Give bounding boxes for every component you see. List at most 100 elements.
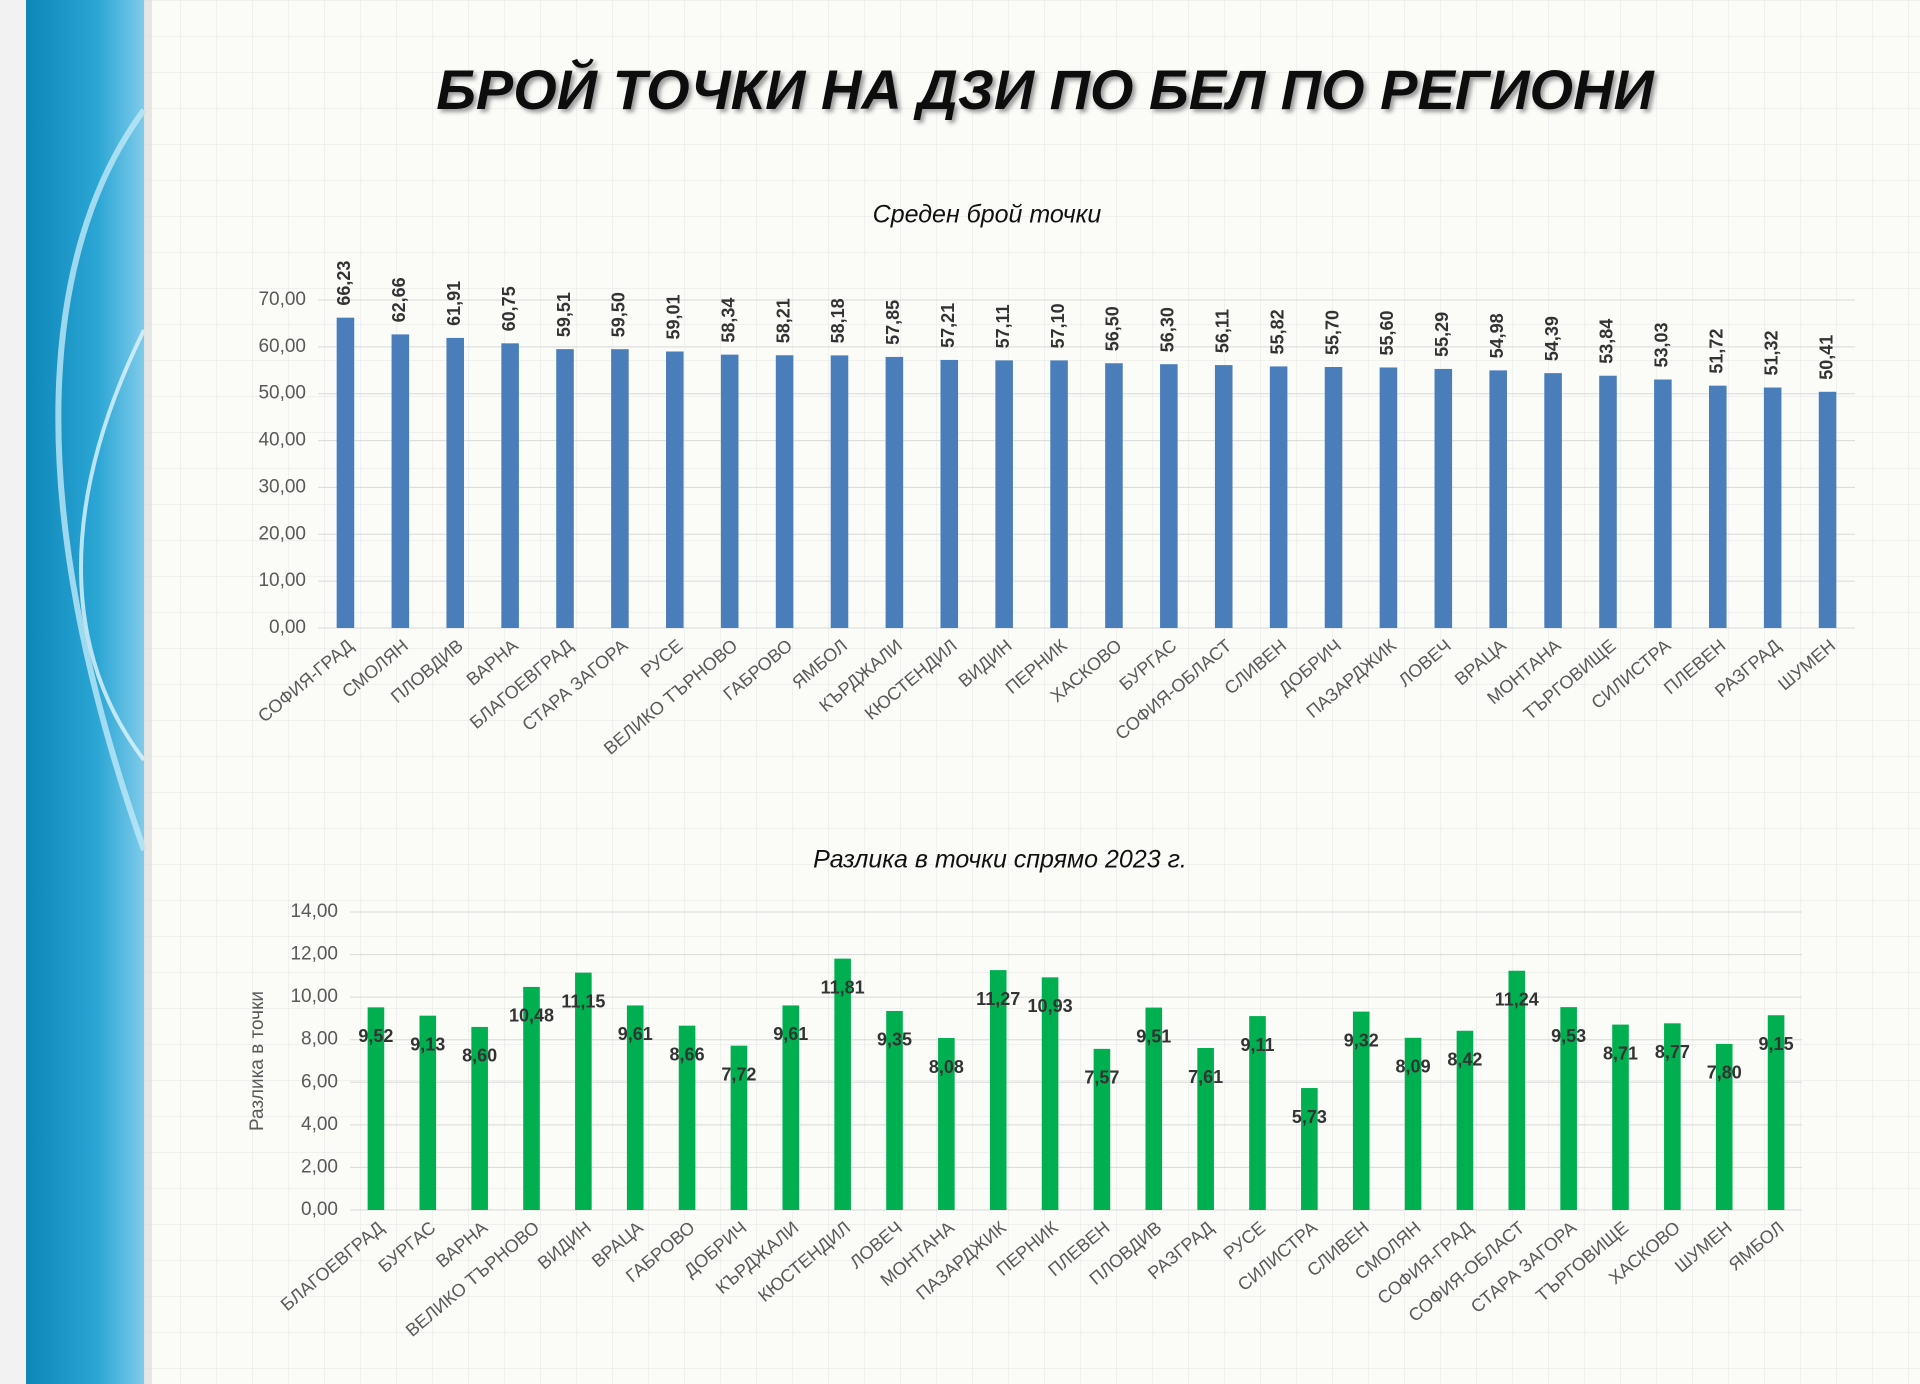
- bar: [367, 1007, 385, 1210]
- data-label: 59,01: [664, 294, 684, 339]
- bar: [1214, 365, 1233, 628]
- data-label: 10,48: [509, 1006, 554, 1026]
- bar: [775, 355, 794, 628]
- data-label: 53,03: [1652, 322, 1672, 367]
- bar: [938, 1038, 955, 1210]
- data-label: 11,81: [821, 977, 865, 997]
- data-label: 9,53: [1551, 1026, 1586, 1046]
- y-tick-label: 20,00: [258, 523, 306, 544]
- bar: [1379, 367, 1398, 628]
- bar: [1664, 1023, 1681, 1210]
- bar: [1352, 1011, 1370, 1210]
- bar: [1508, 970, 1526, 1210]
- data-label: 56,11: [1212, 309, 1232, 353]
- bar: [1145, 1007, 1163, 1210]
- data-label: 55,29: [1432, 312, 1452, 357]
- data-label: 54,98: [1487, 313, 1507, 358]
- bar: [886, 1010, 903, 1210]
- data-label: 59,51: [554, 292, 574, 337]
- y-tick-label: 40,00: [258, 430, 306, 451]
- bar: [611, 349, 629, 628]
- decor-curve: [55, 108, 147, 852]
- bar: [1324, 367, 1343, 628]
- bar: [391, 334, 410, 628]
- y-tick-label: 60,00: [258, 336, 306, 357]
- y-tick-label: 4,00: [301, 1114, 338, 1135]
- data-label: 9,61: [618, 1024, 653, 1044]
- data-label: 7,72: [721, 1064, 756, 1084]
- bar: [446, 337, 465, 628]
- data-label: 9,13: [410, 1034, 445, 1054]
- bar: [834, 958, 851, 1210]
- bar: [940, 359, 959, 628]
- data-label: 56,50: [1103, 306, 1123, 351]
- data-label: 55,70: [1322, 310, 1342, 355]
- side-band: [26, 0, 144, 1384]
- y-tick-label: 8,00: [301, 1029, 338, 1050]
- data-label: 61,91: [444, 281, 464, 326]
- bar: [730, 1045, 748, 1210]
- data-label: 8,77: [1655, 1042, 1690, 1062]
- y-tick-label: 30,00: [258, 476, 306, 497]
- bar: [1560, 1007, 1577, 1210]
- data-label: 11,24: [1495, 989, 1539, 1009]
- y-tick-label: 14,00: [290, 901, 338, 922]
- bar: [1456, 1030, 1474, 1210]
- y-tick-label: 12,00: [290, 944, 338, 965]
- y-tick-label: 0,00: [269, 617, 306, 638]
- page-title: БРОЙ ТОЧКИ НА ДЗИ ПО БЕЛ ПО РЕГИОНИ: [436, 58, 1655, 121]
- bar: [1249, 1016, 1266, 1210]
- data-label: 55,82: [1267, 309, 1287, 354]
- bar: [1612, 1024, 1629, 1210]
- data-label: 55,60: [1377, 310, 1397, 355]
- data-label: 57,10: [1048, 303, 1068, 348]
- data-label: 62,66: [389, 277, 409, 322]
- bar: [1818, 391, 1837, 628]
- data-label: 57,85: [883, 300, 903, 345]
- bar: [782, 1005, 800, 1210]
- side-shadow: [144, 0, 152, 1384]
- data-label: 8,60: [462, 1046, 497, 1066]
- bar: [1489, 370, 1507, 628]
- bar: [1654, 379, 1672, 628]
- data-label: 9,35: [877, 1030, 912, 1050]
- data-label: 50,41: [1816, 335, 1836, 380]
- data-label: 53,84: [1597, 319, 1617, 364]
- margin: [0, 0, 26, 1384]
- bar: [1434, 368, 1453, 628]
- data-label: 11,15: [561, 991, 605, 1011]
- bar: [336, 317, 355, 628]
- bar: [1767, 1015, 1785, 1210]
- bar: [419, 1015, 437, 1210]
- data-label: 9,11: [1240, 1035, 1274, 1055]
- decor-curve: [79, 329, 146, 762]
- y-tick-label: 70,00: [258, 289, 306, 310]
- bar: [1093, 1048, 1111, 1210]
- y-tick-label: 10,00: [258, 570, 306, 591]
- data-label: 51,32: [1761, 330, 1781, 375]
- data-label: 51,72: [1707, 329, 1727, 374]
- data-label: 9,51: [1136, 1026, 1171, 1046]
- bar: [1404, 1037, 1422, 1210]
- data-label: 9,15: [1759, 1034, 1794, 1054]
- bar: [1197, 1048, 1214, 1210]
- y-tick-label: 50,00: [258, 383, 306, 404]
- y-axis-label: Разлика в точки: [247, 991, 268, 1131]
- y-tick-label: 10,00: [290, 986, 338, 1007]
- data-label: 11,27: [976, 989, 1020, 1009]
- bar: [626, 1005, 644, 1210]
- data-label: 10,93: [1028, 996, 1073, 1016]
- chart-title: Среден брой точки: [873, 201, 1102, 229]
- data-label: 8,71: [1603, 1043, 1638, 1063]
- y-tick-label: 0,00: [301, 1199, 338, 1220]
- bar: [989, 970, 1007, 1210]
- bar: [1599, 375, 1617, 628]
- data-label: 58,18: [828, 298, 848, 343]
- bar: [720, 354, 739, 628]
- bar: [1160, 364, 1178, 628]
- bar: [556, 349, 574, 628]
- bar: [1715, 1043, 1733, 1210]
- data-label: 8,66: [670, 1044, 705, 1064]
